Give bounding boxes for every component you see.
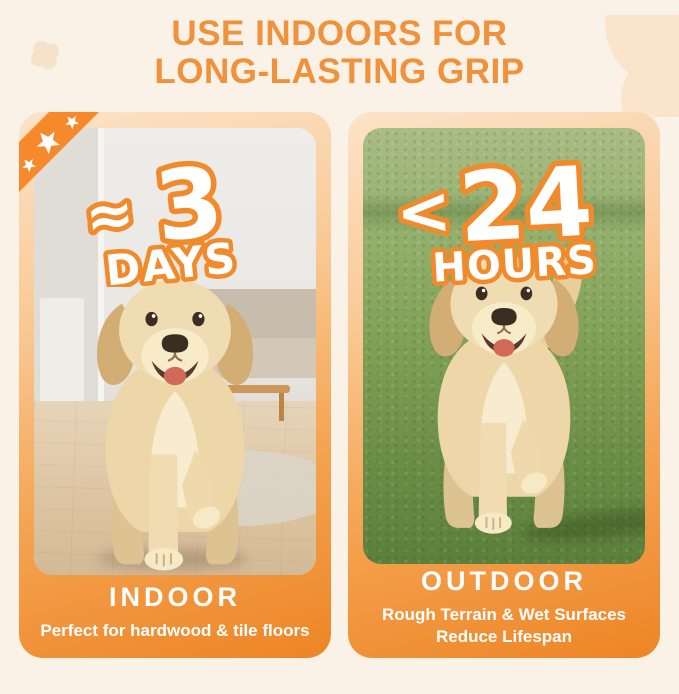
indoor-label: INDOOR <box>109 582 241 613</box>
outdoor-duration-overlay: < 24 HOURS <box>389 142 602 287</box>
outdoor-duration-value: 24 <box>456 145 595 264</box>
coffee-table <box>214 385 290 394</box>
indoor-duration-overlay: ≈ 3 DAYS <box>77 142 244 287</box>
indoor-photo: ≈ 3 DAYS <box>34 128 316 575</box>
page-title: USE INDOORS FOR LONG-LASTING GRIP <box>0 15 679 91</box>
grass-horizon-band <box>363 193 645 233</box>
approx-symbol: ≈ <box>82 178 137 251</box>
star-icon <box>22 158 37 173</box>
outdoor-label: OUTDOOR <box>421 565 587 596</box>
dog-illustration <box>63 261 287 575</box>
indoor-footer: INDOOR Perfect for hardwood & tile floor… <box>34 575 316 658</box>
table-leg <box>279 392 284 421</box>
indoor-description: Perfect for hardwood & tile floors <box>40 621 310 641</box>
cloud-blob-shape <box>605 15 679 117</box>
less-than-symbol: < <box>394 172 453 252</box>
star-icon <box>65 115 80 130</box>
outdoor-photo: < 24 HOURS <box>363 128 645 564</box>
comparison-cards: ≈ 3 DAYS INDOOR Perfect for hardwood & t… <box>0 112 679 658</box>
indoor-card: ≈ 3 DAYS INDOOR Perfect for hardwood & t… <box>19 112 331 658</box>
page-title-line2: LONG-LASTING GRIP <box>154 52 525 91</box>
ribbon-badge <box>19 112 99 192</box>
outdoor-duration-unit: HOURS <box>431 237 598 287</box>
marketing-infographic: { "title": { "line1": "USE INDOORS FOR",… <box>0 15 679 694</box>
dog-illustration <box>397 244 583 540</box>
outdoor-description-line2: Reduce Lifespan <box>435 626 573 646</box>
clover-shape <box>30 40 60 70</box>
outdoor-description-line1: Rough Terrain & Wet Surfaces <box>381 604 627 624</box>
outdoor-description: Rough Terrain & Wet Surfaces Reduce Life… <box>382 604 626 648</box>
outdoor-card: < 24 HOURS OUTDOOR Rough Terrain & Wet S… <box>348 112 660 658</box>
star-icon <box>36 131 60 155</box>
page-title-line1: USE INDOORS FOR <box>171 14 508 53</box>
outdoor-footer: OUTDOOR Rough Terrain & Wet Surfaces Red… <box>363 564 645 658</box>
